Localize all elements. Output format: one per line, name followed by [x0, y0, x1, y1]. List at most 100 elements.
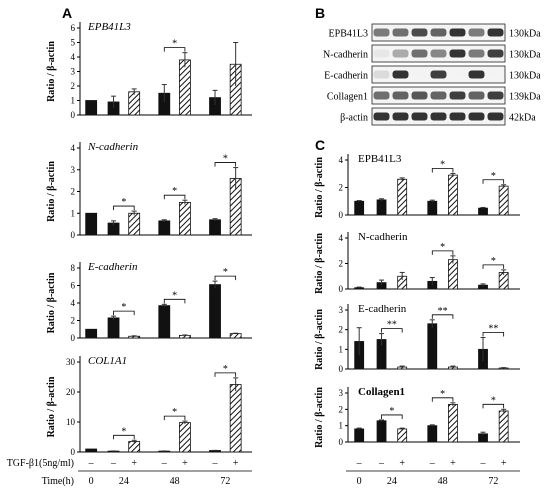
y-tick-label: 0 — [339, 284, 344, 294]
treatment-sign: – — [429, 458, 436, 469]
bar-control — [427, 200, 438, 216]
blot-band — [373, 28, 390, 37]
y-tick-label: 10 — [66, 417, 76, 427]
blot-row: Collagen1 139kDa — [327, 86, 541, 105]
blot-band — [373, 112, 390, 121]
significance-label: * — [172, 39, 177, 50]
blot-protein-label: E-cadherin — [324, 71, 368, 82]
y-tick-label: 2 — [339, 404, 344, 414]
blot-band — [373, 70, 390, 79]
blot-band — [392, 70, 409, 79]
panel-label-c: C — [315, 137, 325, 153]
blot-band — [487, 49, 504, 58]
blot-protein-label: N-cadherin — [323, 50, 368, 61]
blot-band — [373, 91, 390, 100]
bar-control — [209, 284, 221, 339]
bar-control — [85, 100, 98, 116]
panel-label-b: B — [315, 5, 325, 21]
chart-title: N-cadherin — [358, 231, 408, 243]
blot-band — [430, 28, 447, 37]
blot-band — [411, 112, 428, 121]
y-tick-label: 4 — [339, 233, 344, 243]
bar-tgf-treated — [448, 259, 458, 290]
blot-band — [468, 91, 485, 100]
y-tick-label: 0 — [339, 437, 344, 447]
chart-title: COL1A1 — [88, 355, 127, 367]
time-value: 24 — [387, 476, 397, 487]
significance-bracket — [113, 434, 135, 440]
chart-title: EPB41L3 — [87, 21, 131, 33]
chart-a-col1a1: COL1A1 Ratio / β-actin 0 10 20 30 * * * — [46, 355, 252, 457]
time-value: 48 — [438, 476, 448, 487]
x-axis-annotations: TGF-β1(5ng/ml)Time(h)– – + – + – +0 24 48 72– – + – +… — [7, 458, 520, 487]
blot-row: E-cadherin 130kDa — [324, 65, 541, 84]
blot-row: β-actin 42kDa — [340, 107, 536, 126]
panel-label-a: A — [62, 5, 72, 21]
blot-band — [392, 112, 409, 121]
y-axis-label: Ratio / β-actin — [314, 309, 325, 370]
significance-label: * — [172, 407, 177, 418]
y-tick-label: 3 — [339, 305, 344, 315]
y-tick-label: 3 — [339, 388, 344, 398]
blot-band — [430, 70, 447, 79]
blot-band — [449, 28, 466, 37]
time-value: 72 — [488, 476, 498, 487]
treatment-sign: + — [131, 458, 137, 469]
bar-control — [478, 207, 488, 216]
blot-band — [468, 112, 485, 121]
y-tick-label: 4 — [71, 143, 76, 153]
significance-bracket — [163, 47, 186, 52]
y-tick-label: 6 — [71, 23, 76, 33]
significance-label: * — [491, 171, 496, 182]
y-axis-label: Ratio / β-actin — [314, 157, 325, 218]
bar-tgf-treated — [179, 422, 191, 453]
blot-band — [487, 91, 504, 100]
y-tick-label: 4 — [71, 298, 76, 308]
treatment-sign: – — [480, 458, 487, 469]
bar-tgf-treated — [498, 410, 509, 443]
y-tick-label: 0 — [71, 110, 76, 120]
blot-band — [411, 49, 428, 58]
significance-label: * — [223, 267, 228, 278]
significance-bracket — [381, 414, 403, 419]
significance-bracket — [113, 310, 135, 316]
y-tick-label: 2 — [339, 259, 344, 269]
y-tick-label: 0 — [71, 447, 76, 457]
y-axis-label: Ratio / β-actin — [46, 41, 57, 102]
blot-protein-label: β-actin — [340, 113, 368, 124]
y-tick-label: 1 — [71, 96, 76, 106]
chart-a-e-cadherin: E-cadherin Ratio / β-actin 0 2 4 6 8 * * * — [46, 261, 252, 343]
chart-c-e-cadherin: E-cadherin Ratio / β-actin 0 1 2 3 ** ** ** — [314, 303, 520, 374]
y-axis-label: Ratio / β-actin — [46, 161, 57, 222]
bar-control — [376, 199, 387, 216]
blot-band — [430, 91, 447, 100]
time-value: 48 — [170, 476, 180, 487]
chart-title: N-cadherin — [87, 141, 139, 153]
treatment-sign: – — [88, 458, 95, 469]
blot-band — [392, 91, 409, 100]
blot-band — [468, 28, 485, 37]
significance-label: * — [172, 290, 177, 301]
y-tick-label: 2 — [339, 183, 344, 193]
significance-bracket — [214, 275, 237, 281]
chart-title: Collagen1 — [358, 386, 405, 398]
treatment-row-label: TGF-β1(5ng/ml) — [7, 458, 74, 469]
time-value: 0 — [89, 476, 94, 487]
bar-tgf-treated — [448, 404, 458, 443]
time-row-label: Time(h) — [42, 476, 74, 487]
bar-control — [354, 428, 365, 443]
blot-band — [449, 70, 466, 79]
significance-label: * — [121, 197, 126, 208]
blot-band — [487, 70, 504, 79]
treatment-sign: + — [450, 458, 456, 469]
significance-label: * — [491, 395, 496, 406]
significance-label: ** — [438, 306, 448, 317]
y-tick-label: 6 — [71, 281, 76, 291]
significance-bracket — [482, 332, 505, 337]
significance-label: * — [491, 256, 496, 267]
y-axis-label: Ratio / β-actin — [314, 233, 325, 294]
bar-tgf-treated — [498, 185, 509, 216]
blot-band — [411, 28, 428, 37]
blot-row: EPB41L3 130kDa — [329, 23, 541, 42]
